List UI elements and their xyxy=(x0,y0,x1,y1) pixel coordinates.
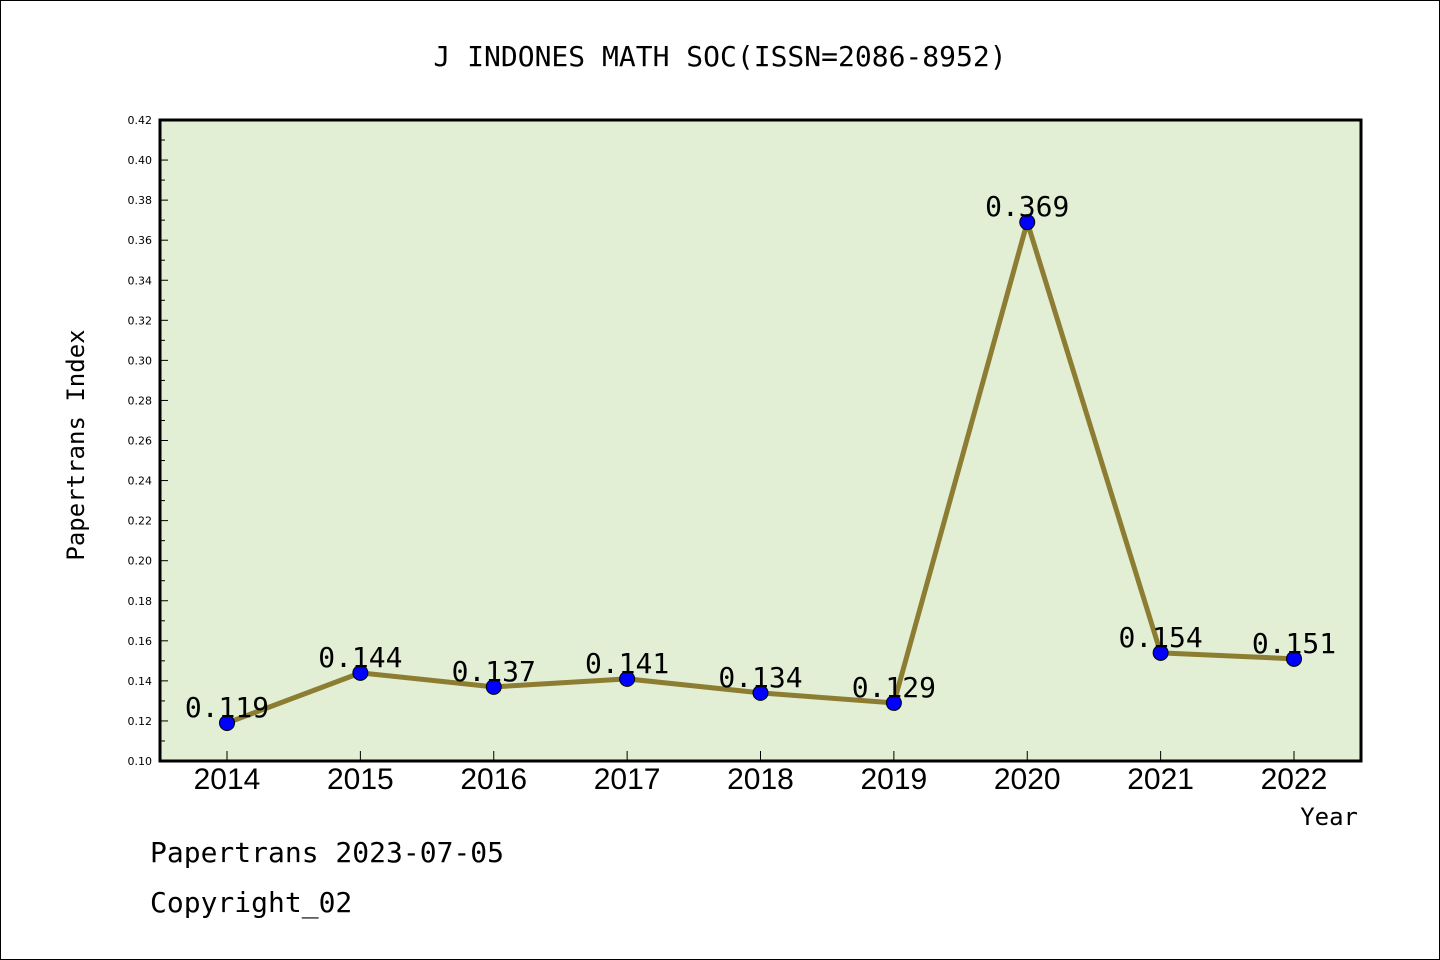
x-tick-label: 2020 xyxy=(994,763,1061,796)
y-axis: 0.10 0.12 0.14 0.16 0.18 0.20 0.22 0.24 0.26 0.28… xyxy=(128,114,168,768)
x-tick-label: 2022 xyxy=(1261,763,1328,796)
y-tick-label: 0.26 xyxy=(128,435,153,448)
data-point xyxy=(1019,214,1036,231)
x-tick-label: 2019 xyxy=(861,763,928,796)
y-tick-label: 0.34 xyxy=(128,274,153,287)
y-tick-label: 0.32 xyxy=(128,314,153,327)
data-point xyxy=(752,684,769,701)
y-tick-label: 0.38 xyxy=(128,194,153,207)
x-tick-label: 2018 xyxy=(727,763,794,796)
data-point xyxy=(219,714,235,731)
y-tick-label: 0.22 xyxy=(128,515,153,528)
x-axis: 2014 2015 2016 2017 2018 2019 2020 2021 2022 xyxy=(194,751,1328,796)
x-tick-label: 2016 xyxy=(460,763,527,796)
y-tick-label: 0.18 xyxy=(128,595,153,608)
y-tick-label: 0.24 xyxy=(128,475,153,488)
series-group: 0.119 0.144 0.137 0.141 0.134 0.129 0.369 0.154… xyxy=(185,190,1336,731)
y-tick-label: 0.36 xyxy=(128,234,153,247)
footer-copyright: Copyright_02 xyxy=(150,886,353,919)
data-label: 0.129 xyxy=(852,671,936,704)
y-axis-label: Papertrans Index xyxy=(62,329,90,560)
x-tick-label: 2021 xyxy=(1127,763,1194,796)
data-point xyxy=(485,678,502,695)
x-tick-label: 2014 xyxy=(194,763,261,796)
data-label: 0.134 xyxy=(718,661,802,694)
data-point xyxy=(885,694,902,711)
x-tick-label: 2015 xyxy=(327,763,394,796)
y-tick-label: 0.42 xyxy=(128,114,153,127)
y-tick-label: 0.14 xyxy=(128,675,153,688)
y-tick-label: 0.40 xyxy=(128,154,153,167)
data-label: 0.119 xyxy=(185,691,269,724)
data-label: 0.137 xyxy=(452,655,536,688)
y-tick-label: 0.16 xyxy=(128,635,153,648)
y-tick-label: 0.20 xyxy=(128,555,153,568)
data-point xyxy=(1286,650,1302,667)
data-point xyxy=(1152,644,1169,661)
data-label: 0.141 xyxy=(585,647,669,680)
data-label: 0.144 xyxy=(318,641,402,674)
x-axis-label: Year xyxy=(1300,803,1358,831)
data-label: 0.369 xyxy=(985,190,1069,223)
y-tick-label: 0.10 xyxy=(128,755,153,768)
y-tick-label: 0.28 xyxy=(128,394,153,407)
data-label: 0.154 xyxy=(1118,621,1202,654)
footer-date: Papertrans 2023-07-05 xyxy=(150,836,505,869)
data-point xyxy=(352,664,369,681)
chart-title: J INDONES MATH SOC(ISSN=2086-8952) xyxy=(433,40,1006,73)
y-tick-label: 0.30 xyxy=(128,354,153,367)
x-tick-label: 2017 xyxy=(594,763,661,796)
data-label: 0.151 xyxy=(1252,627,1336,660)
y-tick-label: 0.12 xyxy=(128,715,153,728)
data-point xyxy=(619,670,636,687)
